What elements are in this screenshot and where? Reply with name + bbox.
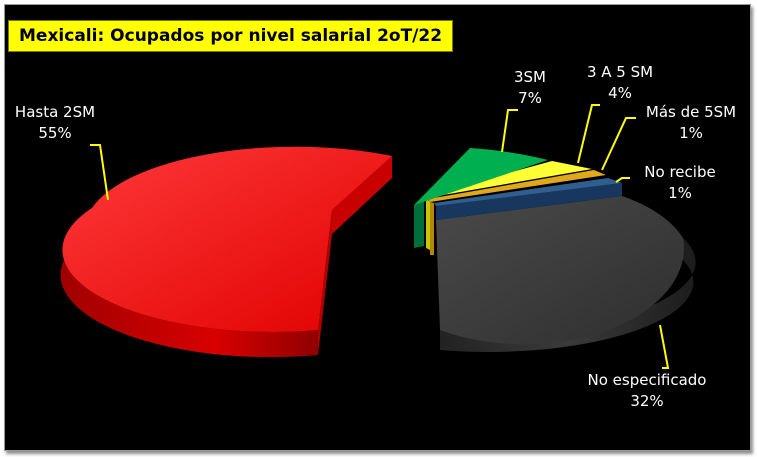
slice-no-recibe-top (434, 178, 622, 206)
slice-no-recibe-side (436, 183, 622, 220)
slice-hasta-2sm-cut2 (332, 156, 392, 234)
label-hasta-2sm-value: 55% (38, 124, 71, 142)
slice-hasta-2sm-top (62, 146, 393, 332)
slice-hasta-2sm-side (60, 208, 319, 358)
leader-line-hasta-2sm (90, 144, 109, 201)
slice-3sm (414, 148, 548, 248)
leader-line-no-recibe (615, 177, 630, 183)
slice-mas-de-5sm (428, 170, 606, 255)
label-3-a-5-sm-name: 3 A 5 SM (587, 63, 653, 81)
chart-title: Mexicali: Ocupados por nivel salarial 2o… (8, 20, 454, 52)
label-3sm-name: 3SM (514, 68, 546, 86)
leader-lines (90, 104, 670, 369)
label-no-especificado-value: 32% (630, 392, 663, 410)
leader-line-3-a-5-sm (577, 104, 600, 164)
label-3-a-5-sm-value: 4% (608, 84, 632, 102)
slice-hasta-2sm (60, 146, 393, 358)
slice-no-especificado (436, 196, 696, 352)
slice-3-a-5-sm (423, 161, 592, 250)
label-hasta-2sm-name: Hasta 2SM (15, 103, 95, 121)
slice-no-especificado-top (436, 196, 684, 345)
slice-labels: Hasta 2SM 55% 3SM 7% 3 A 5 SM 4% Más de … (15, 63, 736, 410)
slice-mas-de-5sm-top (428, 170, 606, 202)
slice-hasta-2sm-cut (318, 210, 332, 355)
leader-line-mas-de-5sm (601, 117, 636, 171)
label-no-especificado-name: No especificado (588, 371, 707, 389)
label-no-recibe-name: No recibe (644, 163, 715, 181)
slice-mas-de-5sm-side (430, 202, 434, 255)
label-3sm-value: 7% (518, 89, 542, 107)
leader-line-no-especificado (659, 324, 670, 369)
label-mas-de-5sm-value: 1% (679, 124, 703, 142)
slice-3sm-top (414, 148, 548, 205)
slice-3-a-5-sm-side (426, 198, 430, 250)
leader-line-3sm (501, 109, 518, 153)
label-no-recibe-value: 1% (668, 184, 692, 202)
slice-3-a-5-sm-top (423, 161, 592, 198)
slice-3sm-side (414, 200, 424, 248)
slice-no-recibe (434, 178, 622, 220)
label-mas-de-5sm-name: Más de 5SM (646, 103, 736, 121)
